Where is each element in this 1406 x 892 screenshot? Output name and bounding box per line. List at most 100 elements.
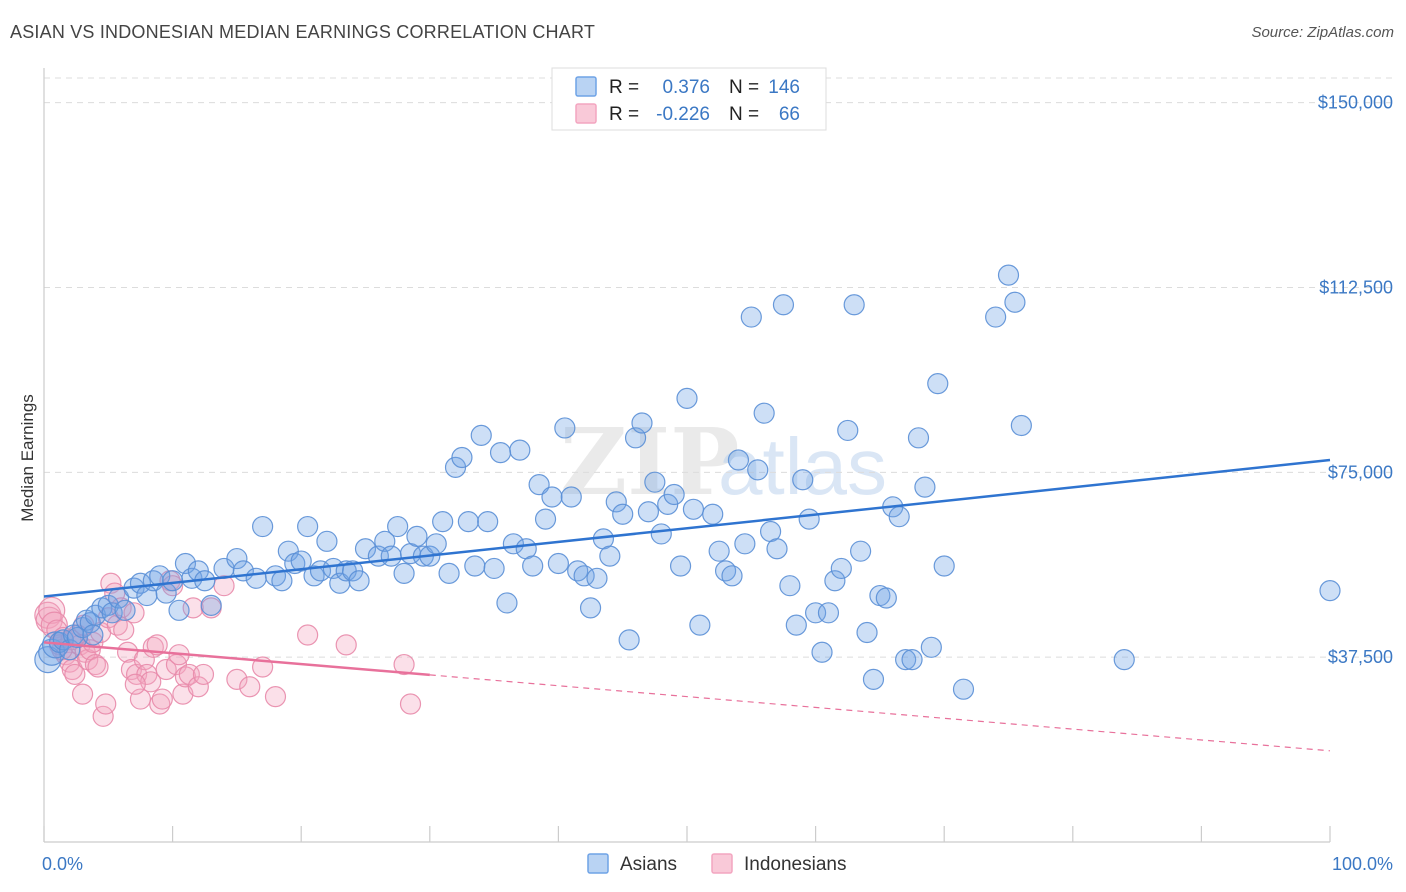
asians-point: [547, 552, 570, 575]
asians-point: [541, 486, 563, 508]
asians-point: [920, 636, 942, 658]
asians-point: [470, 424, 492, 446]
asians-point: [573, 565, 595, 587]
asians-point: [245, 567, 267, 589]
asians-point: [66, 626, 89, 649]
asians-point: [804, 602, 827, 624]
asians-point: [496, 592, 518, 614]
asians-point: [489, 442, 512, 464]
indonesians-point: [172, 683, 194, 705]
indonesians-point: [95, 693, 117, 715]
asians-point: [612, 503, 634, 525]
asians-point: [914, 476, 936, 498]
asians-point: [850, 540, 872, 562]
asians-point: [432, 511, 454, 533]
asians-point: [114, 599, 136, 621]
asians-trend-line: [43, 458, 1331, 598]
asians-point: [1004, 291, 1026, 313]
series-legend: Asians Indonesians: [587, 853, 846, 875]
asians-point: [779, 575, 801, 597]
legend-box: [551, 67, 827, 131]
asians-point: [888, 506, 910, 528]
asians-point: [702, 503, 724, 525]
asians-point: [290, 550, 312, 572]
asians-point: [727, 449, 750, 471]
asians-point: [843, 294, 865, 316]
trend-lines: [43, 458, 1331, 752]
asians-point: [483, 557, 505, 580]
indonesians-point: [146, 634, 168, 656]
asians-point: [766, 538, 788, 560]
asians-point: [129, 572, 152, 594]
x-tick-label: 0.0%: [42, 854, 83, 874]
indonesians-point: [64, 663, 86, 686]
watermark-zip: ZIP: [560, 408, 739, 516]
indonesians-point: [393, 653, 415, 676]
indonesians-trend-line-extension: [429, 674, 1331, 752]
indonesians-point: [297, 624, 319, 646]
asians-point: [676, 387, 698, 409]
asians-point: [830, 557, 852, 580]
asians-point: [817, 602, 840, 624]
indonesians-point: [38, 596, 66, 624]
indonesians-point: [84, 653, 107, 676]
asians-point: [522, 555, 544, 577]
asians-point: [669, 555, 692, 577]
asians-point: [798, 508, 820, 530]
asians-point: [528, 474, 550, 496]
asians-point: [502, 533, 524, 555]
indonesians-point: [87, 656, 109, 678]
asians-point: [406, 525, 428, 548]
asians-point: [348, 570, 370, 592]
asians-point: [82, 624, 104, 646]
legend-swatch-indonesians: [575, 103, 597, 124]
asians-point: [631, 412, 653, 434]
asians-point: [862, 668, 885, 690]
asians-point: [1319, 580, 1341, 602]
asians-point: [393, 562, 415, 584]
asians-point: [682, 498, 705, 520]
asians-point: [605, 491, 627, 513]
asians-point: [509, 439, 531, 461]
asians-point: [933, 555, 955, 577]
asians-point: [618, 629, 640, 651]
watermark: ZIP atlas: [560, 408, 887, 516]
asians-point: [875, 587, 897, 609]
indonesians-point: [187, 676, 209, 698]
legend-r-label: R =: [609, 77, 639, 98]
y-tick-label: $150,000: [1318, 93, 1393, 113]
indonesians-trend-line: [43, 641, 430, 677]
asians-point: [586, 567, 608, 589]
asians-point: [226, 547, 248, 570]
legend-n-label: N =: [729, 77, 759, 98]
asians-point: [811, 641, 833, 663]
asians-point: [721, 565, 743, 587]
legend-n-label: N =: [729, 104, 759, 125]
asians-point: [380, 545, 402, 567]
y-axis-title: Median Earnings: [18, 394, 37, 522]
asians-point: [451, 446, 473, 469]
legend-swatch-asians: [575, 76, 597, 97]
asians-points: [34, 264, 1341, 700]
asians-point: [560, 486, 582, 508]
indonesians-point: [123, 602, 145, 624]
asians-point: [772, 294, 795, 316]
asians-point: [792, 469, 814, 491]
asians-point: [907, 427, 930, 449]
axes: [43, 68, 1331, 843]
asians-point: [554, 417, 576, 439]
asians-point: [753, 402, 775, 424]
asians-point: [663, 483, 685, 506]
y-tick-label: $75,000: [1328, 462, 1393, 482]
asians-point: [271, 570, 293, 592]
indonesians-point: [399, 693, 422, 715]
asians-point: [824, 570, 846, 592]
asians-point: [162, 570, 184, 592]
asians-point: [438, 562, 460, 584]
series-swatch-asians: [587, 853, 609, 874]
asians-point: [464, 555, 486, 577]
indonesians-point: [264, 685, 287, 708]
indonesians-point: [40, 611, 68, 639]
indonesians-point: [226, 668, 248, 690]
asians-point: [856, 621, 878, 644]
